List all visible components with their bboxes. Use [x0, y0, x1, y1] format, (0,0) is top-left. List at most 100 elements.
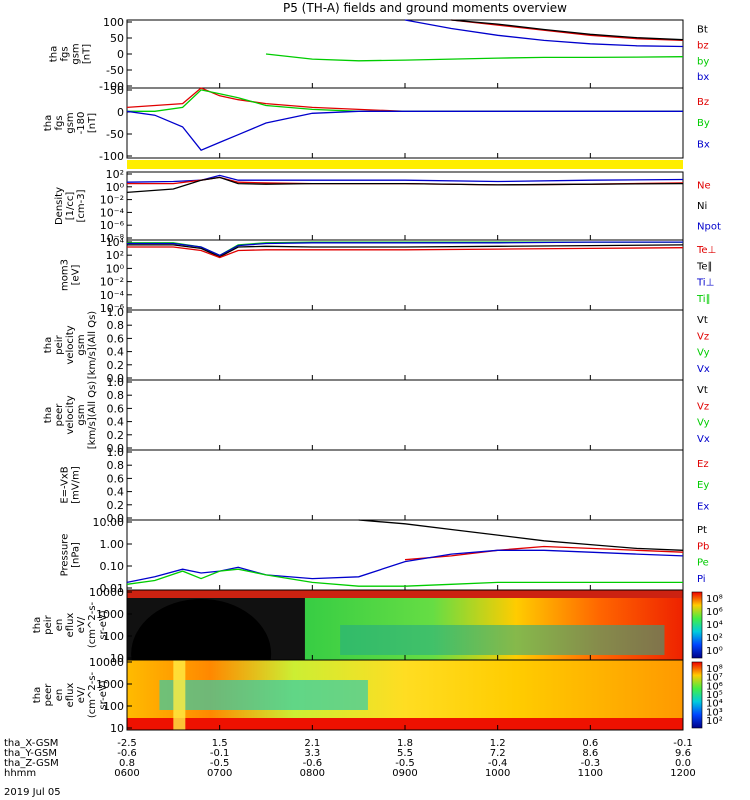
legend-entry: Vy: [697, 348, 710, 359]
colorbar-tick-label: 10²: [706, 633, 723, 644]
legend-entry: Vz: [697, 331, 709, 342]
status-bar: [127, 160, 683, 169]
y-tick-label: 0.2: [107, 429, 125, 442]
y-axis-label-line: gsm: [76, 404, 87, 425]
colorbar-strip: [691, 661, 703, 729]
series-line-green: [126, 568, 683, 587]
bottom-band: [127, 718, 683, 730]
legend-entry: Vx: [697, 434, 710, 445]
ephemeris-value: -0.3: [581, 758, 601, 769]
y-axis-label-line: [nT]: [82, 44, 93, 64]
y-axis-label-line: en: [54, 619, 65, 632]
legend-entry: Te⊥: [696, 245, 716, 256]
y-axis-label-line: en: [54, 689, 65, 702]
y-axis-label: Pressure[nPa]: [60, 534, 82, 577]
legend-entry: by: [697, 56, 709, 67]
ephemeris-value: -0.5: [395, 758, 415, 769]
y-tick-label: -100: [99, 80, 124, 93]
y-tick-label: 0.6: [107, 402, 125, 415]
y-tick-label: 100: [103, 630, 124, 643]
y-axis-label-line: eflux: [65, 683, 76, 708]
ephemeris-value: -2.5: [117, 738, 137, 749]
series-line-blue: [126, 174, 684, 183]
y-axis-label-line: gsm: [65, 112, 76, 133]
y-axis-label-line: [nPa]: [71, 542, 82, 568]
y-tick-label: 10⁰: [106, 181, 125, 194]
colorbar-tick-label: 10⁵: [706, 690, 723, 701]
legend-entry: Bt: [697, 25, 708, 36]
y-axis-label: thapeerenefluxeV/(cm^2-s-sr-eV): [32, 671, 109, 718]
y-tick-label: 0.8: [107, 319, 125, 332]
legend-entry: Pi: [697, 574, 706, 585]
panel-peer_vel: 1.00.80.60.40.20.0 thapeervelocitygsm[km/…: [43, 376, 710, 455]
y-axis-label-line: (cm^2-s-: [87, 671, 98, 718]
series-line-blue: [404, 19, 684, 48]
y-axis-label: thafgsgsm-180[nT]: [43, 112, 98, 135]
y-tick-label: 1000: [96, 678, 124, 691]
y-axis-label: E=-VxB[mV/m]: [60, 466, 82, 504]
axes-box: [126, 171, 684, 241]
panel-peir_spec: 10⁸10⁶10⁴10²10⁰10000100010010thapeirenef…: [32, 586, 723, 709]
y-axis-label-line: tha: [43, 407, 54, 423]
y-axis-label-line: tha: [49, 46, 60, 62]
y-axis-label: thafgsgsm[nT]: [49, 43, 93, 64]
y-axis-label-line: -180: [76, 112, 87, 135]
y-axis-label-line: peir: [54, 334, 65, 354]
colorbar-tick-label: 10⁶: [706, 607, 723, 618]
y-tick-label: 0.0: [107, 512, 125, 525]
ephemeris-value: 5.5: [397, 748, 413, 759]
y-axis-label-line: peir: [43, 614, 54, 634]
ephemeris-value: 9.6: [675, 748, 691, 759]
y-axis-label-line: gsm: [76, 334, 87, 355]
legend-entry: Vt: [697, 385, 708, 396]
y-tick-label: 0.2: [107, 359, 125, 372]
legend-entry: Pb: [697, 541, 709, 552]
y-tick-label: 10⁻⁴: [100, 206, 125, 219]
colorbar-tick-label: 10⁸: [706, 594, 723, 605]
ephemeris-value: -0.4: [488, 758, 508, 769]
y-axis-label-line: tha: [43, 115, 54, 131]
y-axis-label-line: fgs: [54, 115, 65, 130]
y-tick-label: 0.01: [100, 582, 125, 595]
ephemeris-value: 0.8: [119, 758, 135, 769]
legend-entry: Pt: [697, 525, 707, 536]
ephemeris-value: 1100: [578, 768, 603, 779]
ephemeris-value: 0800: [300, 768, 325, 779]
y-tick-label: 10⁻⁸: [100, 232, 125, 245]
ephemeris-value: 1000: [485, 768, 510, 779]
y-tick-label: 10⁻⁶: [100, 302, 125, 315]
y-tick-label: 1.0: [107, 306, 125, 319]
y-axis-label-line: [km/s](All Qs): [87, 311, 98, 379]
y-axis-label-line: [mV/m]: [71, 466, 82, 504]
panel-fgs_hp: 50 0 -50 -100 thafgsgsm-180[nT] Bz By Bx: [43, 84, 710, 163]
legend-entry: Ti⊥: [696, 278, 714, 289]
mid-band: [340, 625, 665, 655]
y-axis-label-line: mom3: [60, 259, 71, 291]
y-tick-label: 50: [110, 32, 124, 45]
ephemeris-row-label: tha_Y-GSM: [4, 748, 57, 759]
y-tick-label: 10: [110, 652, 124, 665]
y-tick-label: 1.00: [100, 538, 125, 551]
ephemeris-value: 1.2: [490, 738, 506, 749]
series-line-red: [127, 246, 684, 259]
panel-efield: 1.00.80.60.40.20.0 E=-VxB[mV/m] Ez Ey Ex: [60, 446, 710, 525]
y-tick-label: 10000: [89, 656, 124, 669]
y-tick-label: 10⁴: [106, 236, 125, 249]
y-axis-label-line: fgs: [60, 46, 71, 61]
ephemeris-row-label: hhmm: [4, 768, 36, 779]
date-label: 2019 Jul 05: [4, 787, 61, 798]
ephemeris-row-label: tha_Z-GSM: [4, 758, 59, 769]
colorbar-tick-label: 10⁴: [706, 699, 723, 710]
legend-entry: Ni: [697, 201, 707, 212]
y-tick-label: 10⁰: [106, 262, 125, 275]
y-axis-label-line: Pressure: [60, 534, 71, 577]
y-tick-label: 0.2: [107, 499, 125, 512]
ephemeris-value: -0.1: [673, 738, 693, 749]
legend-entry: Ne: [697, 180, 711, 191]
legend-entry: Ez: [697, 459, 709, 470]
axes-box: [126, 449, 684, 521]
y-axis-label-line: [eV]: [71, 265, 82, 286]
figure-title: P5 (TH-A) fields and ground moments over…: [283, 1, 567, 15]
